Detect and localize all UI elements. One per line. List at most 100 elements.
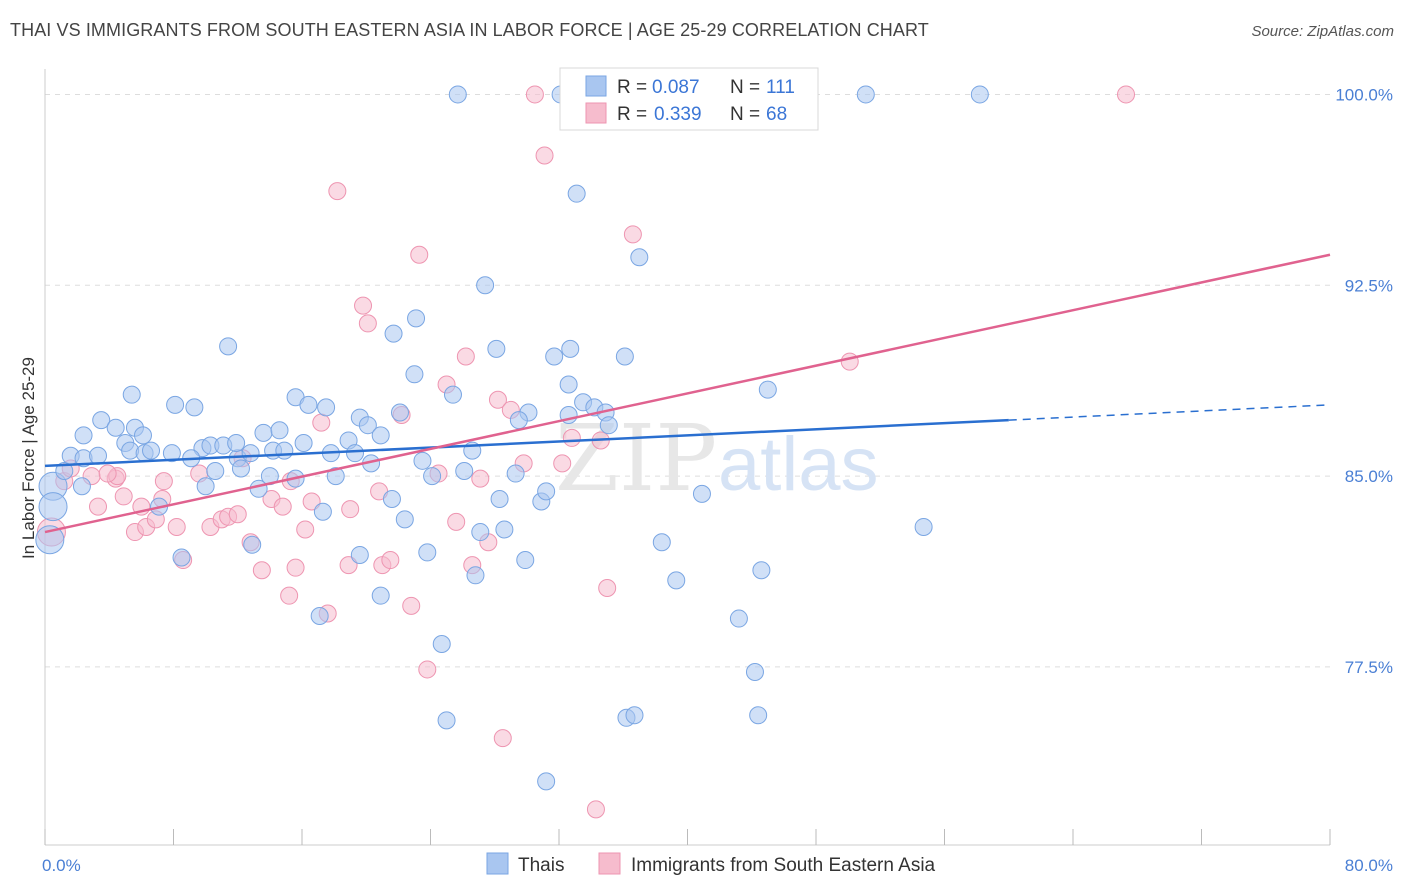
sea-point bbox=[358, 314, 377, 333]
thais-point bbox=[310, 607, 329, 626]
thais-point bbox=[72, 477, 91, 496]
thais-point bbox=[270, 421, 289, 440]
chart-source: Source: ZipAtlas.com bbox=[1251, 23, 1394, 40]
thais-point bbox=[382, 489, 401, 508]
thais-point bbox=[914, 517, 933, 536]
thais-point bbox=[970, 85, 989, 104]
x-tick-label: 0.0% bbox=[42, 856, 81, 875]
legend-thais-r-value: 0.087 bbox=[652, 77, 700, 98]
legend-bottom-sea-swatch bbox=[598, 852, 621, 875]
thais-point bbox=[437, 711, 456, 730]
watermark-atlas: atlas bbox=[718, 422, 879, 507]
thais-point bbox=[407, 309, 426, 328]
x-tick-label: 80.0% bbox=[1345, 856, 1393, 875]
watermark-zip: ZIP bbox=[555, 405, 717, 512]
sea-point bbox=[280, 586, 299, 605]
thais-point bbox=[317, 398, 336, 417]
sea-point bbox=[154, 472, 173, 491]
thais-point bbox=[162, 444, 181, 463]
y-tick-label: 77.5% bbox=[1345, 658, 1393, 677]
legend-thais-r-label: R = bbox=[617, 77, 647, 98]
thais-point bbox=[630, 248, 649, 267]
thais-point bbox=[172, 548, 191, 567]
y-axis-title: In Labor Force | Age 25-29 bbox=[19, 357, 38, 559]
sea-point bbox=[1117, 85, 1136, 104]
thais-point bbox=[448, 85, 467, 104]
thais-point bbox=[625, 706, 644, 725]
thais-point bbox=[599, 416, 618, 435]
thais-point bbox=[567, 184, 586, 203]
sea-point bbox=[456, 347, 475, 366]
sea-point bbox=[339, 556, 358, 575]
sea-point bbox=[553, 454, 572, 473]
thais-point bbox=[243, 535, 262, 554]
thais-point bbox=[418, 543, 437, 562]
sea-point bbox=[402, 596, 421, 615]
thais-point bbox=[487, 339, 506, 358]
sea-point bbox=[228, 505, 247, 524]
thais-point bbox=[432, 635, 451, 654]
thais-point bbox=[206, 461, 225, 480]
thais-point bbox=[506, 464, 525, 483]
sea-point bbox=[623, 225, 642, 244]
thais-point bbox=[729, 609, 748, 628]
legend-sea-r-value: 0.339 bbox=[654, 104, 702, 125]
axes bbox=[44, 69, 1331, 846]
legend-sea-r-label: R = bbox=[617, 104, 647, 125]
legend-thais-n-label: N = bbox=[730, 77, 760, 98]
legend-bottom: Thais Immigrants from South Eastern Asia bbox=[486, 852, 936, 876]
legend-bottom-thais-swatch bbox=[486, 852, 509, 875]
sea-point bbox=[447, 512, 466, 531]
thais-point bbox=[346, 444, 365, 463]
thais-point bbox=[559, 375, 578, 394]
thais-point bbox=[227, 434, 246, 453]
thais-point bbox=[313, 502, 332, 521]
sea-point bbox=[840, 352, 859, 371]
thais-point bbox=[38, 492, 68, 522]
thais-point bbox=[749, 706, 768, 725]
sea-point bbox=[381, 551, 400, 570]
thais-point bbox=[471, 523, 490, 542]
thais-point bbox=[652, 533, 671, 552]
tick-labels: 100.0% 92.5% 85.0% 77.5% 0.0% 80.0% bbox=[42, 85, 1393, 875]
thais-point bbox=[443, 385, 462, 404]
legend-bottom-thais-label: Thais bbox=[518, 855, 564, 876]
sea-point bbox=[167, 517, 186, 536]
thais-point bbox=[89, 446, 108, 465]
legend-bottom-sea-label: Immigrants from South Eastern Asia bbox=[631, 855, 936, 876]
legend-sea-n-value: 68 bbox=[766, 104, 787, 125]
thais-point bbox=[752, 561, 771, 580]
thais-point bbox=[537, 772, 556, 791]
sea-point bbox=[410, 245, 429, 264]
sea-point bbox=[562, 428, 581, 447]
sea-point bbox=[273, 497, 292, 516]
y-tick-label: 92.5% bbox=[1345, 276, 1393, 295]
thais-point bbox=[231, 459, 250, 478]
thais-point bbox=[196, 477, 215, 496]
thais-point bbox=[294, 434, 313, 453]
thais-point bbox=[509, 411, 528, 430]
y-tick-label: 85.0% bbox=[1345, 467, 1393, 486]
sea-point bbox=[89, 497, 108, 516]
sea-point bbox=[418, 660, 437, 679]
legend-top: R = 0.087 N = 111 R = 0.339 N = 68 bbox=[559, 67, 819, 131]
sea-point bbox=[312, 413, 331, 432]
series-thais-points bbox=[35, 85, 989, 791]
sea-point bbox=[488, 390, 507, 409]
thais-point bbox=[185, 398, 204, 417]
thais-point bbox=[122, 385, 141, 404]
thais-point bbox=[371, 586, 390, 605]
thais-trend-extension bbox=[1008, 404, 1331, 421]
thais-point bbox=[92, 411, 111, 430]
zipatlas-watermark: ZIP atlas bbox=[555, 405, 879, 512]
thais-point bbox=[545, 347, 564, 366]
thais-point bbox=[350, 545, 369, 564]
thais-point bbox=[326, 467, 345, 486]
thais-point bbox=[423, 467, 442, 486]
sea-point bbox=[98, 464, 117, 483]
legend-thais-swatch bbox=[585, 75, 607, 97]
thais-point bbox=[384, 324, 403, 343]
thais-point bbox=[55, 461, 74, 480]
grid-lines bbox=[45, 93, 1330, 668]
